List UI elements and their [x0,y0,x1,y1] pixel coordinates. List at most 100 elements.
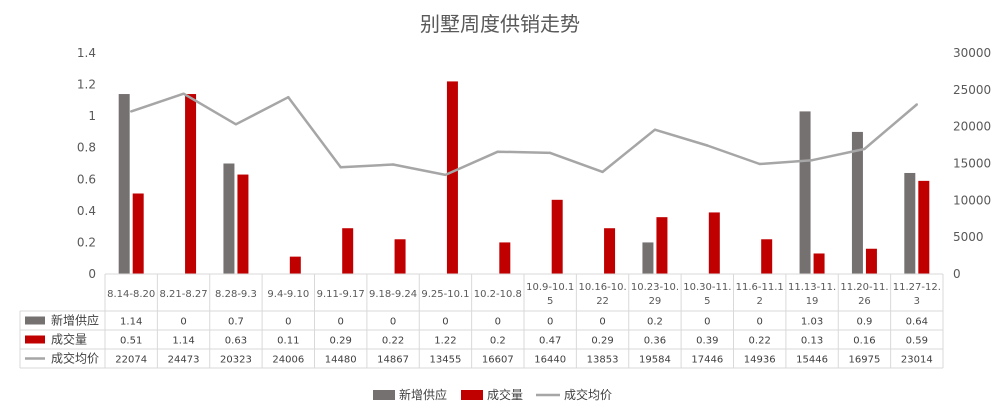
y-left-tick-label: 0 [88,267,96,281]
bar-sales [499,242,511,274]
table-cell-value: 0.64 [906,317,928,328]
y-left-tick-label: 0.2 [77,235,96,249]
price-point [287,95,290,99]
table-cell-value: 0.7 [228,317,244,328]
legend-label: 成交量 [487,387,523,402]
bar-sales [865,248,877,274]
table-cell-value: 1.22 [434,336,456,347]
category-label: 11.27-12. [893,282,941,293]
category-label: 2 [757,296,763,307]
y-left-tick-label: 0.6 [77,172,96,186]
table-cell-value: 1.14 [120,317,142,328]
category-label: 9.4-9.10 [267,289,309,300]
table-cell-value: 0 [547,317,553,328]
y-left-tick-label: 0.8 [77,141,96,155]
category-label: 11.13-11. [788,282,836,293]
legend-key [461,390,483,400]
y-left-tick-label: 0.4 [77,204,96,218]
table-cell-value: 0.2 [490,336,506,347]
table-cell-value: 15446 [796,355,828,366]
price-point [182,92,185,95]
table-cell-value: 20323 [220,355,252,366]
table-cell-value: 0 [495,317,501,328]
price-series-line [130,92,918,177]
table-cell-value: 16975 [849,355,881,366]
bar-sales [446,81,458,275]
bar-sales [185,94,197,275]
table-cell-value: 0 [180,317,186,328]
table-cell-value: 0.29 [330,336,352,347]
table-cell-value: 0.59 [906,336,928,347]
table-cell-value: 0.63 [225,336,247,347]
category-label: 10.30-11. [683,282,731,293]
bar-sales [289,256,301,274]
table-cell-value: 24006 [272,355,304,366]
table-row-label: 新增供应 [51,313,99,328]
y-right-tick-label: 5000 [953,230,984,244]
table-cell-value: 16440 [534,355,566,366]
table-cell-value: 0.51 [120,336,142,347]
table-cell-value: 0 [390,317,396,328]
table-cell-value: 19584 [639,355,671,366]
category-label: 8.28-9.3 [215,289,257,300]
category-label: 9.18-9.24 [369,289,417,300]
bar-sales [394,239,406,274]
category-label: 9.25-10.1 [421,289,469,300]
price-point [129,110,133,113]
table-cell-value: 22074 [115,355,147,366]
table-cell-value: 1.14 [172,336,194,347]
price-point [339,166,342,169]
table-cell-value: 24473 [168,355,200,366]
bar-sales [342,228,354,274]
table-cell-value: 0.29 [591,336,613,347]
table-cell-value: 0.2 [647,317,663,328]
category-label: 3 [914,296,920,307]
category-label: 29 [649,296,662,307]
category-label: 10.16-10. [578,282,626,293]
price-point [234,123,238,126]
data-table-grid [19,273,944,369]
bar-supply [223,163,235,274]
category-label: 10.23-10. [631,282,679,293]
table-cell-value: 0 [442,317,448,328]
y-right-tick-label: 0 [953,267,961,281]
price-line [129,92,919,177]
table-cell-value: 0.13 [801,336,823,347]
price-point [548,151,552,155]
category-label: 11.20-11. [840,282,888,293]
table-cell-value: 0 [704,317,710,328]
table-cell-value: 1.03 [801,317,823,328]
table-row-label: 成交均价 [51,351,99,366]
table-cell-value: 13853 [587,355,619,366]
price-point [653,128,657,131]
table-cell-value: 23014 [901,355,933,366]
table-cell-value: 0.22 [749,336,771,347]
table-cell-value: 0 [285,317,291,328]
legend-label: 成交均价 [564,387,612,402]
table-cell-value: 17446 [691,355,723,366]
legend-label: 新增供应 [399,387,447,402]
bar-sales [132,193,144,274]
price-point [391,163,395,166]
table-cell-value: 0.16 [853,336,875,347]
chart-title: 别墅周度供销走势 [420,12,580,36]
bar-supply [799,111,811,275]
table-cell-value: 0 [599,317,605,328]
table-legend-key [25,316,45,325]
bar-sales [813,253,825,274]
table-cell-value: 0.39 [696,336,718,347]
y-right-tick-label: 15000 [953,157,991,171]
table-cell-value: 16607 [482,355,514,366]
bar-supply [642,242,654,274]
table-cell-value: 0.22 [382,336,404,347]
category-label: 8.14-8.20 [107,289,155,300]
bar-sales [918,180,930,274]
table-cell-value: 14480 [325,355,357,366]
bar-supply [118,94,130,275]
data-table: 8.14-8.20 8.21-8.27 8.28-9.3 9.4-9.10 9.11-9… [19,273,944,369]
table-cell-value: 0.36 [644,336,666,347]
y-left-tick-label: 1 [88,109,96,123]
price-point [706,144,709,147]
table-legend-key [25,335,45,344]
